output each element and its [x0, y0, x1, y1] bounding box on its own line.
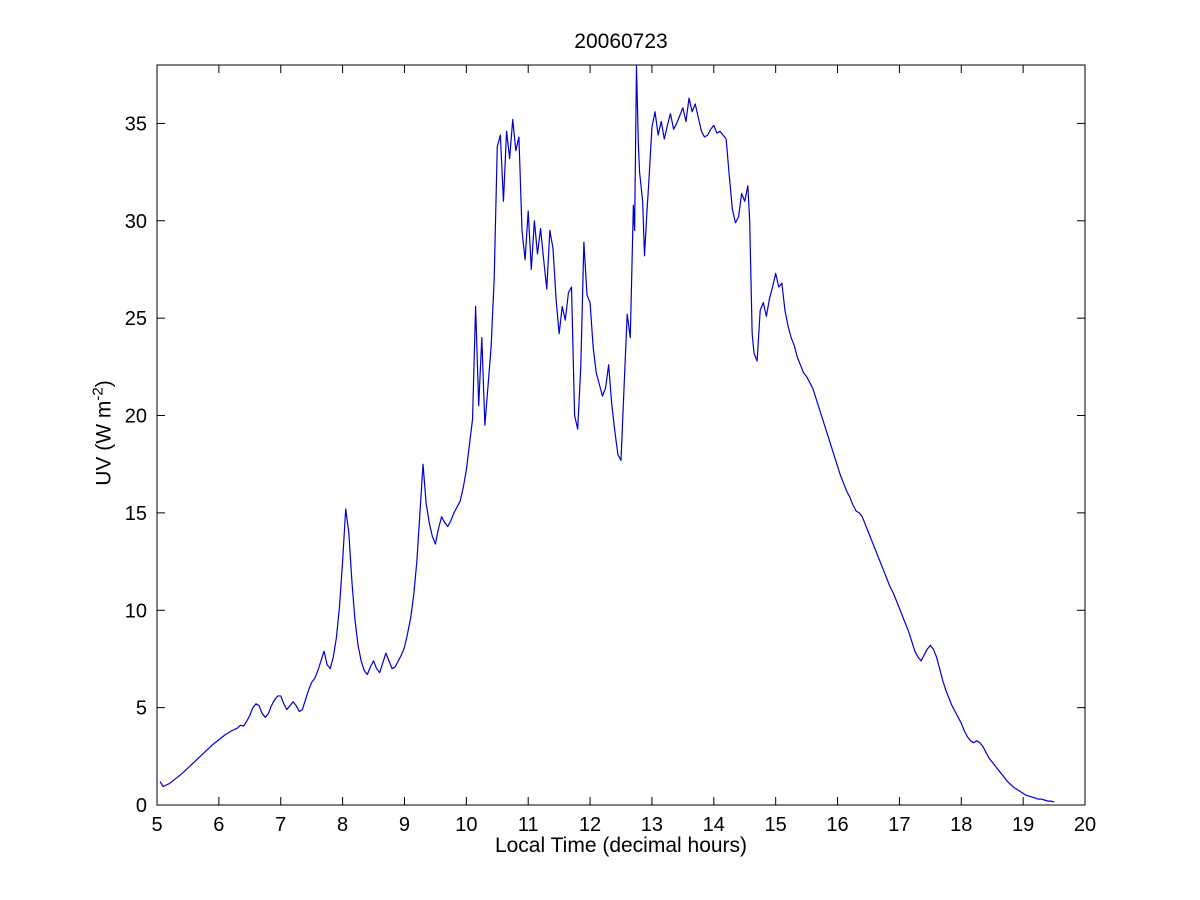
x-tick-label: 9: [399, 814, 410, 836]
x-tick-label: 6: [213, 814, 224, 836]
uv-series-line: [159, 65, 1055, 803]
y-tick-label: 35: [125, 113, 147, 135]
x-tick-label: 16: [826, 814, 848, 836]
x-tick-label: 11: [518, 814, 539, 836]
y-axis-label-superscript: -2: [89, 387, 107, 401]
y-tick-label: 20: [125, 406, 147, 428]
y-tick-label: 0: [136, 795, 147, 817]
x-tick-label: 7: [275, 814, 286, 836]
x-tick-label: 10: [455, 814, 477, 836]
axes-box: [156, 64, 1086, 806]
y-tick-label: 15: [125, 503, 147, 525]
x-axis-label: Local Time (decimal hours): [494, 834, 748, 857]
x-tick-label: 20: [1074, 814, 1096, 836]
y-tick-label: 5: [136, 698, 147, 720]
y-tick-label: 25: [125, 308, 147, 330]
x-tick-label: 8: [337, 814, 348, 836]
x-tick-label: 19: [1012, 814, 1034, 836]
y-axis-label-suffix: ): [92, 380, 116, 388]
x-tick-label: 18: [950, 814, 972, 836]
y-tick-label: 10: [125, 600, 147, 622]
x-tick-label: 15: [765, 814, 787, 836]
y-axis-label-prefix: UV (W m: [92, 400, 116, 486]
chart-title: 20060723: [574, 30, 668, 53]
x-tick-label: 17: [888, 814, 910, 836]
y-tick-label: 30: [125, 211, 147, 233]
x-tick-label: 14: [703, 814, 725, 836]
x-tick-label: 12: [579, 814, 601, 836]
x-tick-label: 5: [151, 814, 162, 836]
x-tick-label: 13: [641, 814, 663, 836]
y-axis-label: UV (W m-2): [90, 380, 117, 486]
